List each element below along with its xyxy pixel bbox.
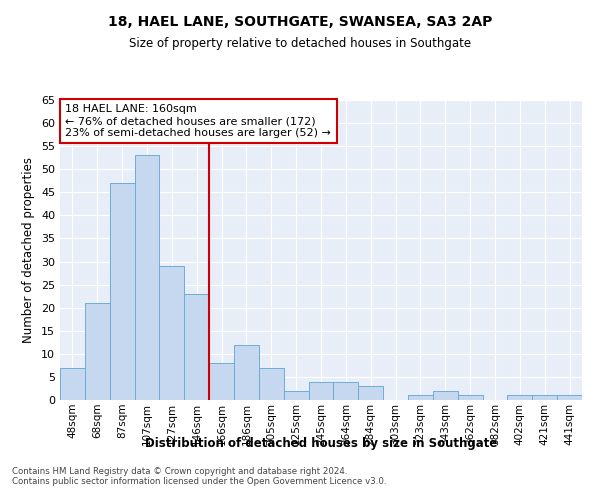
Bar xyxy=(532,396,557,400)
Bar xyxy=(160,266,184,400)
Bar xyxy=(433,391,458,400)
Bar xyxy=(308,382,334,400)
Bar xyxy=(358,386,383,400)
Y-axis label: Number of detached properties: Number of detached properties xyxy=(22,157,35,343)
Bar xyxy=(508,396,532,400)
Text: Contains public sector information licensed under the Open Government Licence v3: Contains public sector information licen… xyxy=(12,478,386,486)
Text: Contains HM Land Registry data © Crown copyright and database right 2024.: Contains HM Land Registry data © Crown c… xyxy=(12,468,347,476)
Text: Distribution of detached houses by size in Southgate: Distribution of detached houses by size … xyxy=(145,438,497,450)
Bar xyxy=(110,183,134,400)
Bar xyxy=(60,368,85,400)
Bar xyxy=(284,391,308,400)
Bar xyxy=(85,303,110,400)
Bar xyxy=(557,396,582,400)
Bar xyxy=(134,156,160,400)
Bar xyxy=(408,396,433,400)
Bar xyxy=(334,382,358,400)
Text: 18 HAEL LANE: 160sqm
← 76% of detached houses are smaller (172)
23% of semi-deta: 18 HAEL LANE: 160sqm ← 76% of detached h… xyxy=(65,104,331,138)
Bar xyxy=(259,368,284,400)
Bar xyxy=(234,344,259,400)
Text: Size of property relative to detached houses in Southgate: Size of property relative to detached ho… xyxy=(129,38,471,51)
Bar xyxy=(209,363,234,400)
Bar xyxy=(184,294,209,400)
Bar xyxy=(458,396,482,400)
Text: 18, HAEL LANE, SOUTHGATE, SWANSEA, SA3 2AP: 18, HAEL LANE, SOUTHGATE, SWANSEA, SA3 2… xyxy=(108,15,492,29)
